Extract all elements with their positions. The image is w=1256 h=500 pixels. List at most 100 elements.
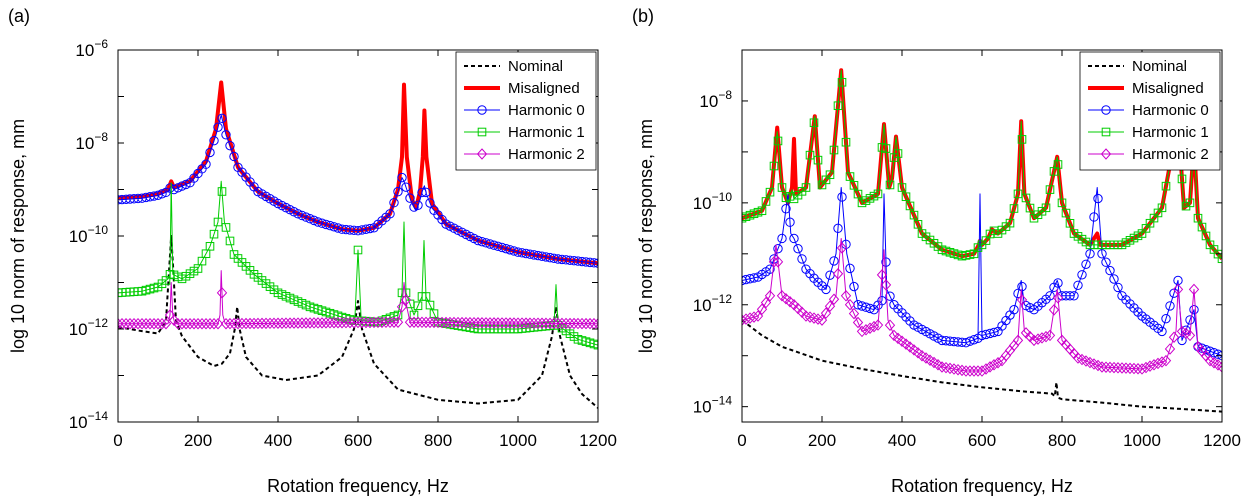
legend-entry-nominal: Nominal — [1088, 58, 1187, 75]
data-point — [1040, 330, 1052, 343]
data-point — [272, 317, 284, 329]
y-tick-label: 10−12 — [693, 292, 733, 315]
data-point — [305, 214, 315, 224]
data-point — [217, 113, 227, 124]
data-point — [1053, 160, 1063, 169]
data-point — [225, 140, 235, 151]
data-point — [964, 365, 976, 377]
data-point — [1189, 304, 1199, 315]
data-point — [820, 307, 832, 319]
data-point — [789, 233, 799, 244]
legend: Nominal Misaligned Harmonic 0 Harmonic 1 Har… — [1079, 51, 1221, 171]
y-tick-label: 10−10 — [69, 223, 109, 246]
y-tick-label: 10−14 — [69, 409, 109, 432]
data-point — [448, 316, 460, 329]
data-point — [336, 316, 348, 329]
data-point — [1045, 185, 1055, 194]
data-point — [460, 316, 472, 329]
data-point — [1201, 345, 1211, 355]
data-point — [1156, 356, 1168, 368]
data-point — [209, 229, 219, 239]
data-point — [440, 316, 452, 329]
data-point — [268, 317, 280, 330]
data-point — [409, 310, 419, 320]
data-point — [385, 209, 395, 219]
data-point — [1161, 313, 1171, 324]
data-point — [965, 336, 975, 346]
data-point — [836, 242, 848, 254]
data-point — [865, 303, 875, 314]
data-point — [380, 316, 392, 329]
data-point — [848, 307, 860, 320]
data-point — [476, 317, 488, 329]
data-point — [936, 361, 948, 373]
data-point — [309, 215, 319, 226]
data-point — [944, 362, 956, 375]
legend-marker — [1100, 148, 1112, 160]
data-point — [1116, 362, 1128, 374]
data-point — [496, 317, 508, 329]
data-point — [749, 273, 759, 283]
data-point — [893, 149, 903, 158]
legend-label: Misaligned — [1132, 80, 1204, 97]
y-tick-label: 10−8 — [75, 130, 108, 153]
legend-marker — [477, 105, 487, 115]
data-point — [1044, 329, 1056, 342]
data-point — [568, 317, 580, 330]
y-tick-label: 10−14 — [693, 394, 733, 417]
legend-label: Harmonic 1 — [508, 124, 585, 141]
data-point — [352, 316, 364, 329]
data-point — [853, 189, 863, 199]
data-point — [1089, 212, 1099, 222]
data-point — [500, 317, 512, 329]
data-point — [417, 187, 427, 198]
data-point — [1164, 343, 1176, 355]
data-point — [952, 363, 964, 376]
data-point — [968, 365, 980, 377]
data-point — [392, 316, 404, 328]
data-point — [804, 311, 816, 323]
data-point — [1057, 198, 1067, 208]
data-point — [773, 136, 783, 146]
data-point — [1152, 357, 1164, 370]
data-point — [216, 287, 228, 299]
data-point — [976, 365, 988, 377]
data-point — [177, 181, 187, 191]
data-point — [148, 317, 160, 330]
data-point — [785, 217, 795, 227]
data-point — [1041, 203, 1051, 213]
data-point — [873, 189, 883, 199]
data-point — [901, 192, 911, 202]
data-point — [1185, 198, 1195, 208]
data-point — [1036, 332, 1048, 344]
data-point — [157, 189, 167, 199]
data-point — [464, 316, 476, 329]
data-point — [208, 317, 220, 330]
data-point — [393, 186, 403, 197]
data-point — [492, 317, 504, 329]
data-point — [772, 256, 784, 268]
data-point — [1172, 283, 1184, 296]
data-point — [840, 290, 852, 302]
data-point — [456, 316, 468, 329]
series-line-nominal — [742, 319, 1222, 413]
data-point — [144, 317, 156, 330]
data-point — [781, 204, 791, 214]
data-point — [140, 317, 152, 330]
data-point — [808, 312, 820, 324]
data-point — [837, 77, 847, 87]
data-point — [897, 183, 907, 192]
data-point — [540, 317, 552, 330]
data-point — [169, 184, 179, 195]
data-point — [296, 317, 308, 329]
data-point — [348, 316, 360, 329]
data-point — [780, 293, 792, 305]
data-point — [1112, 362, 1124, 374]
data-point — [512, 317, 524, 329]
data-point — [849, 281, 859, 292]
data-point — [204, 317, 216, 330]
data-point — [212, 317, 224, 330]
data-point — [769, 161, 779, 171]
data-point — [320, 317, 332, 329]
